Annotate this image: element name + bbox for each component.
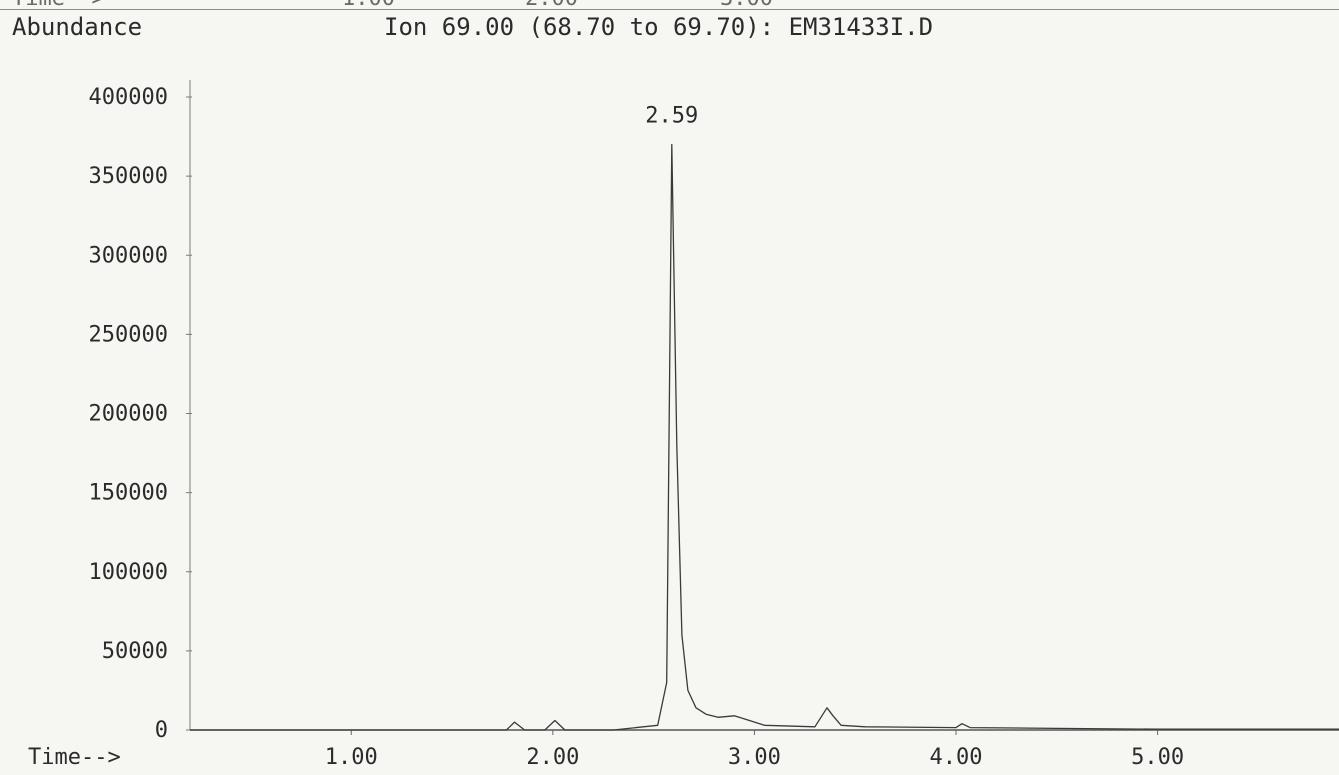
x-tick-label: 1.00 [325,745,378,770]
x-tick-label: 3.00 [728,745,781,770]
peak-label: 2.59 [645,103,698,128]
y-tick-label: 350000 [89,164,168,189]
cropped-time-axis-row: Time--> 1.00 2.00 3.00 [0,0,1339,11]
trace-group [190,143,1339,731]
chromatogram-trace [190,143,1339,731]
cropped-tick-3: 3.00 [720,0,773,11]
ion-title: Ion 69.00 (68.70 to 69.70): EM31433I.D [384,13,934,41]
y-tick-label: 50000 [102,639,168,664]
y-ticks-group: 400000 350000 300000 250000 200000 150000 1000… [89,85,192,743]
abundance-heading: Abundance [12,13,143,41]
y-tick-label: 150000 [89,481,168,506]
cropped-time-label: Time--> [12,0,105,11]
y-tick-label: 0 [155,718,168,743]
x-ticks-group: Time--> 1.00 2.00 3.00 4.00 5.00 [28,730,1184,770]
cropped-tick-2: 2.00 [525,0,578,11]
annotations-group: 2.59 [645,103,698,128]
axes-group [189,80,1339,731]
y-tick-label: 200000 [89,402,168,427]
x-tick-label: 5.00 [1131,745,1184,770]
y-tick-label: 400000 [89,85,168,110]
y-tick-label: 100000 [89,560,168,585]
top-rule [0,9,1339,10]
y-tick-label: 250000 [89,322,168,347]
x-axis-label: Time--> [28,745,121,770]
cropped-tick-1: 1.00 [342,0,395,11]
x-tick-label: 4.00 [930,745,983,770]
x-tick-label: 2.00 [526,745,579,770]
y-tick-label: 300000 [89,243,168,268]
